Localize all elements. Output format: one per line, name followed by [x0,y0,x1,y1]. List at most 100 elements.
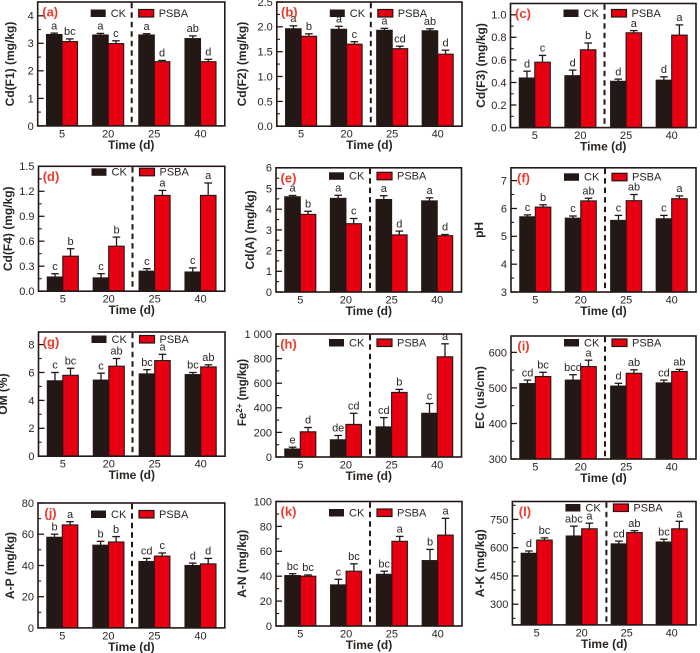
svg-text:CK: CK [111,8,127,20]
svg-text:a: a [51,20,58,32]
svg-text:a: a [426,185,433,197]
svg-text:2: 2 [28,66,34,78]
svg-text:5: 5 [297,629,303,641]
svg-text:200: 200 [254,427,272,439]
svg-text:40: 40 [666,627,678,639]
svg-text:600: 600 [490,543,508,555]
svg-text:Cd(F1) (mg/kg): Cd(F1) (mg/kg) [3,22,17,107]
svg-text:5: 5 [297,295,303,307]
svg-text:(l): (l) [519,504,531,519]
svg-text:800: 800 [254,354,272,366]
svg-text:40: 40 [432,629,444,641]
svg-text:100: 100 [254,496,272,508]
svg-text:d: d [305,415,311,427]
svg-text:4: 4 [28,395,34,407]
svg-text:0.0: 0.0 [19,286,34,298]
svg-text:a: a [585,347,592,359]
svg-text:20: 20 [574,130,586,142]
svg-text:5: 5 [59,630,65,642]
svg-text:PSBA: PSBA [633,502,663,514]
svg-text:CK: CK [349,507,365,519]
svg-text:0: 0 [28,121,34,133]
svg-text:0: 0 [266,621,272,633]
svg-text:40: 40 [194,294,206,306]
svg-text:b: b [51,521,57,533]
svg-text:0: 0 [28,451,34,463]
svg-text:750: 750 [490,514,508,526]
svg-text:25: 25 [386,129,398,141]
svg-text:a: a [290,13,297,25]
svg-text:40: 40 [194,630,206,642]
svg-text:5: 5 [297,460,303,472]
svg-text:cd: cd [658,367,670,379]
svg-text:20: 20 [102,128,114,140]
svg-text:Cd(F2) (mg/kg): Cd(F2) (mg/kg) [235,22,249,107]
svg-text:bc: bc [537,360,549,372]
svg-text:c: c [98,261,104,273]
svg-text:0.6: 0.6 [491,55,506,67]
svg-text:5: 5 [298,129,304,141]
svg-text:d: d [190,550,196,562]
svg-text:5: 5 [501,231,507,243]
svg-text:a: a [335,183,342,195]
svg-text:1: 1 [28,93,34,105]
svg-text:3: 3 [28,38,34,50]
svg-text:20: 20 [340,629,352,641]
svg-text:Time (d): Time (d) [109,468,155,482]
svg-text:Time (d): Time (d) [108,138,154,152]
svg-text:Cd(F4) (mg/kg): Cd(F4) (mg/kg) [1,186,15,271]
svg-text:5: 5 [60,294,66,306]
svg-text:CK: CK [584,172,600,184]
svg-text:b: b [67,236,73,248]
svg-text:4: 4 [501,259,507,271]
svg-text:d: d [661,64,667,76]
svg-text:20: 20 [103,294,115,306]
svg-text:2.5: 2.5 [258,0,273,9]
svg-text:0.0: 0.0 [258,121,273,133]
svg-text:25: 25 [620,462,632,474]
svg-text:40: 40 [22,560,34,572]
svg-text:0.8: 0.8 [491,32,506,44]
svg-text:c: c [616,203,622,215]
svg-text:PSBA: PSBA [159,509,189,521]
svg-text:d: d [615,66,621,78]
svg-text:0: 0 [28,623,34,635]
svg-text:bcd: bcd [564,362,582,374]
svg-text:25: 25 [621,627,633,639]
svg-text:20: 20 [103,459,115,471]
svg-text:a: a [442,331,449,343]
svg-text:6: 6 [28,367,34,379]
svg-text:8: 8 [28,340,34,352]
svg-text:(j): (j) [44,506,56,521]
svg-text:0.6: 0.6 [19,236,34,248]
svg-text:600: 600 [489,347,507,359]
svg-text:c: c [570,203,576,215]
svg-text:Time (d): Time (d) [580,471,626,485]
svg-text:5: 5 [59,128,65,140]
svg-text:25: 25 [385,295,397,307]
svg-text:c: c [661,203,667,215]
svg-text:bc: bc [302,562,314,574]
svg-text:Time (d): Time (d) [346,638,392,652]
svg-text:PSBA: PSBA [397,507,427,519]
svg-text:a: a [336,14,343,26]
svg-text:ab: ab [202,352,214,364]
svg-text:1.0: 1.0 [491,10,506,22]
svg-text:c: c [540,43,546,55]
svg-text:c: c [113,28,119,40]
svg-text:20: 20 [260,596,272,608]
svg-text:Fe2+ (mg/kg): Fe2+ (mg/kg) [235,359,249,426]
svg-text:0.3: 0.3 [19,261,34,273]
svg-text:b: b [98,529,104,541]
svg-text:b: b [396,377,402,389]
svg-text:b: b [540,192,546,204]
svg-text:CK: CK [585,502,601,514]
svg-text:bc: bc [287,561,299,573]
svg-text:0.5: 0.5 [258,96,273,108]
svg-text:a: a [159,178,166,190]
svg-text:CK: CK [349,171,365,183]
svg-text:(e): (e) [281,170,297,185]
svg-text:abc: abc [565,513,583,525]
svg-text:80: 80 [22,498,34,510]
svg-text:5: 5 [534,627,540,639]
